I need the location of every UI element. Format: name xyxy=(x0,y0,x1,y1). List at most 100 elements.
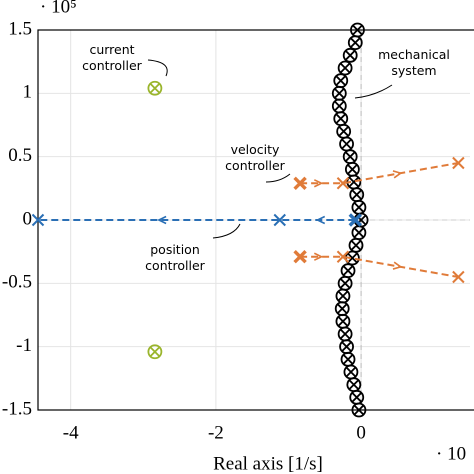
y-tick-label: 1.5 xyxy=(8,18,32,39)
direction-arrow xyxy=(315,215,326,225)
y-tick-label: 0 xyxy=(23,208,33,229)
marker-cross xyxy=(335,75,346,86)
marker-cross xyxy=(337,316,349,327)
y-tick-label: -1.5 xyxy=(2,398,32,419)
annotation-arrow xyxy=(147,59,168,77)
point xyxy=(351,199,367,215)
marker-cross xyxy=(353,202,365,213)
annotation-arrow xyxy=(212,223,241,239)
point xyxy=(340,263,356,279)
annotation: current controller xyxy=(82,42,142,73)
marker-cross xyxy=(342,354,354,365)
annotation-line: velocity xyxy=(231,142,280,157)
annotation-line: controller xyxy=(145,258,205,273)
y-tick-label: 1 xyxy=(23,82,33,103)
y-tick-label: 0.5 xyxy=(8,145,32,166)
point xyxy=(335,288,351,304)
marker-cross xyxy=(335,113,346,124)
marker-circle xyxy=(337,60,353,76)
direction-arrow xyxy=(157,215,167,225)
point xyxy=(452,270,465,284)
marker-cross xyxy=(347,252,358,264)
marker-cross xyxy=(149,346,161,357)
point xyxy=(351,225,367,241)
point xyxy=(348,237,364,253)
point xyxy=(333,111,349,127)
point xyxy=(452,156,465,170)
y-tick-label: -1 xyxy=(16,335,32,356)
marker-cross xyxy=(344,151,356,162)
marker-cross xyxy=(347,164,358,175)
annotation-line: position xyxy=(150,242,200,257)
point xyxy=(334,301,350,317)
marker-cross xyxy=(334,88,345,99)
direction-arrow xyxy=(313,179,324,188)
point xyxy=(351,402,367,418)
annotation-line: mechanical xyxy=(378,47,450,62)
point xyxy=(346,377,362,393)
marker-cross xyxy=(348,213,362,227)
marker-cross xyxy=(339,278,351,289)
marker-cross xyxy=(353,227,365,238)
annotation-line: system xyxy=(391,63,436,78)
point xyxy=(147,80,163,96)
marker-circle xyxy=(351,402,367,418)
annotation: mechanical system xyxy=(378,47,450,78)
point xyxy=(293,250,307,264)
point xyxy=(331,98,347,114)
marker-cross xyxy=(342,265,354,276)
point xyxy=(347,35,363,51)
marker-circle xyxy=(147,80,163,96)
marker-cross xyxy=(348,176,360,188)
marker-cross xyxy=(293,176,307,190)
point xyxy=(147,344,163,360)
marker-cross xyxy=(341,341,352,352)
point xyxy=(340,351,356,367)
y-exponent: · 10⁵ xyxy=(40,0,77,17)
x-tick-label: -2 xyxy=(208,422,224,443)
annotation: velocity controller xyxy=(225,142,285,173)
point xyxy=(335,313,351,329)
marker-cross xyxy=(452,156,465,170)
x-exponent: · 10 xyxy=(436,443,466,464)
marker-cross xyxy=(31,213,45,227)
marker-cross xyxy=(334,100,345,112)
point xyxy=(333,73,349,89)
marker-cross xyxy=(338,126,349,137)
marker-cross xyxy=(345,366,357,378)
point xyxy=(31,213,45,227)
marker-cross xyxy=(352,24,363,36)
x-tick-label: -4 xyxy=(63,422,79,443)
direction-arrow xyxy=(392,261,403,270)
marker-cross xyxy=(337,290,349,302)
point xyxy=(273,213,286,227)
point xyxy=(293,176,307,190)
marker-circle xyxy=(347,35,363,51)
marker-cross xyxy=(336,177,350,190)
marker-cross xyxy=(341,138,352,150)
marker-cross xyxy=(350,240,362,251)
marker-cross xyxy=(149,83,161,94)
marker-cross xyxy=(336,250,350,263)
point xyxy=(342,47,358,63)
y-tick-label: -0.5 xyxy=(2,272,32,293)
marker-cross xyxy=(350,37,361,48)
annotation-line: controller xyxy=(82,58,142,73)
point xyxy=(337,326,353,342)
marker-cross xyxy=(452,270,465,284)
annotation-line: current xyxy=(89,42,134,57)
x-tick-label: 0 xyxy=(356,422,366,443)
direction-arrow xyxy=(313,252,324,261)
marker-cross xyxy=(273,213,286,227)
marker-cross xyxy=(293,250,307,264)
marker-circle xyxy=(342,47,358,63)
point xyxy=(336,250,350,263)
marker-cross xyxy=(339,328,351,340)
direction-arrow xyxy=(392,170,403,179)
point xyxy=(336,123,352,139)
marker-cross xyxy=(351,392,362,403)
annotation-arrow xyxy=(354,84,393,99)
point xyxy=(339,136,354,152)
marker-cross xyxy=(339,62,351,74)
